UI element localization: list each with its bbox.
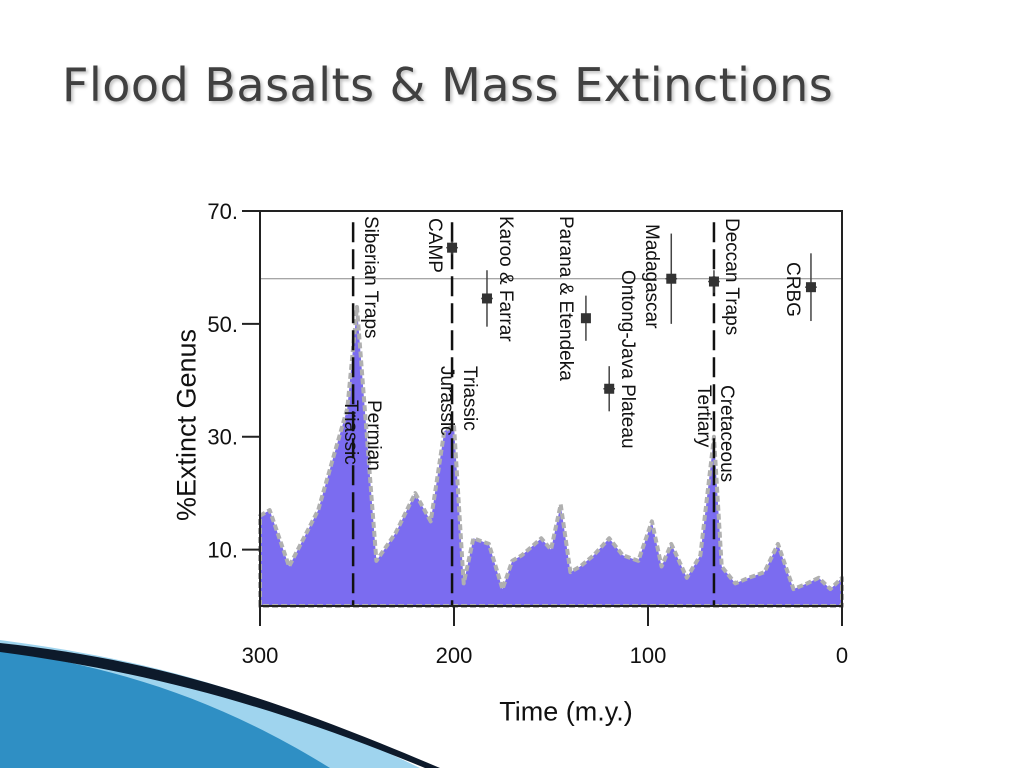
event-label-3: Parana & Etendeka [555, 216, 576, 381]
x-tick-label-3: 0 [836, 643, 848, 668]
plot-frame [259, 210, 843, 607]
extinction-area [258, 304, 844, 608]
y-tick-label-1: 30. [207, 425, 238, 450]
event-label-5: Madagascar [641, 224, 662, 329]
frame-rect [259, 210, 843, 607]
event-marker-1 [447, 242, 458, 253]
event-label-7: CRBG [782, 262, 803, 317]
x-axis-label: Time (m.y.) [499, 696, 633, 727]
event-label-1: CAMP [424, 218, 445, 273]
y-tick-label-2: 50. [207, 312, 238, 337]
boundary-label-below-1: Jurassic [436, 366, 457, 436]
x-tick-label-0: 300 [242, 643, 279, 668]
boundary-label-above-2: Cretaceous [716, 385, 737, 482]
slide-title: Flood Basalts & Mass Extinctions [62, 58, 834, 112]
plot-area [258, 304, 844, 608]
boundary-label-below-0: Triassic [340, 400, 361, 465]
y-axis-label: %Extinct Genus [171, 328, 202, 522]
swoosh-dark [0, 643, 440, 768]
event-marker-3 [580, 313, 591, 324]
event-marker-7 [805, 282, 816, 293]
x-axis: 300 200 100 0 [242, 606, 848, 668]
decorative-swoosh [0, 640, 440, 768]
boundary-label-above-0: Permian [363, 400, 384, 471]
event-label-2: Karoo & Farrar [495, 216, 516, 342]
boundary-label-below-2: Tertiary [693, 385, 714, 448]
events-layer: Siberian Traps CAMP Karoo & Farrar Parana &… [360, 216, 817, 449]
y-tick-label-0: 10. [207, 538, 238, 563]
boundary-label-above-1: Triassic [459, 366, 480, 431]
event-label-0: Siberian Traps [360, 216, 381, 339]
x-tick-label-1: 200 [436, 643, 473, 668]
event-marker-4 [604, 383, 615, 394]
y-tick-label-3: 70. [207, 199, 238, 224]
swoosh-blue [0, 650, 330, 768]
event-marker-2 [481, 293, 492, 304]
x-tick-label-2: 100 [630, 643, 667, 668]
event-marker-5 [666, 273, 677, 284]
event-label-4: Ontong-Java Plateau [617, 270, 638, 449]
event-label-6: Deccan Traps [721, 218, 742, 335]
event-marker-6 [708, 276, 719, 287]
y-axis: 10. 30. 50. 70. [207, 199, 260, 563]
